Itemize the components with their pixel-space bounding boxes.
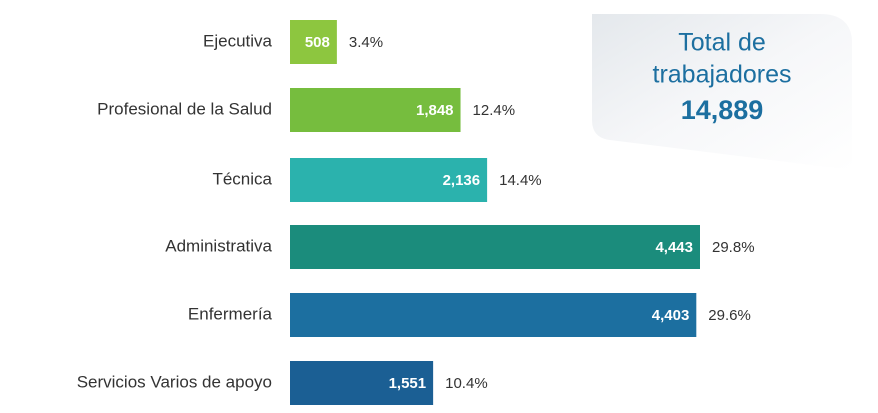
bar (290, 225, 700, 269)
bar (290, 361, 434, 405)
total-title: trabajadores (653, 61, 792, 89)
percent-label: 3.4% (349, 34, 383, 51)
bar (290, 20, 337, 64)
bar (290, 158, 488, 202)
value-label: 1,551 (389, 375, 427, 392)
percent-label: 29.6% (708, 307, 751, 324)
value-label: 4,403 (652, 307, 690, 324)
percent-label: 29.8% (712, 239, 755, 256)
percent-label: 12.4% (473, 102, 516, 119)
total-box (592, 14, 852, 170)
percent-label: 14.4% (499, 172, 542, 189)
total-title: Total de (678, 29, 766, 57)
percent-label: 10.4% (445, 375, 488, 392)
category-label: Administrativa (165, 236, 272, 255)
category-label: Enfermería (188, 304, 273, 323)
value-label: 4,443 (655, 239, 693, 256)
category-label: Servicios Varios de apoyo (77, 372, 272, 391)
total-value: 14,889 (681, 95, 764, 125)
value-label: 508 (305, 34, 330, 51)
category-label: Ejecutiva (203, 31, 273, 50)
value-label: 2,136 (443, 172, 481, 189)
bar (290, 293, 697, 337)
category-label: Profesional de la Salud (97, 99, 272, 118)
value-label: 1,848 (416, 102, 454, 119)
category-label: Técnica (212, 169, 272, 188)
bar (290, 88, 461, 132)
